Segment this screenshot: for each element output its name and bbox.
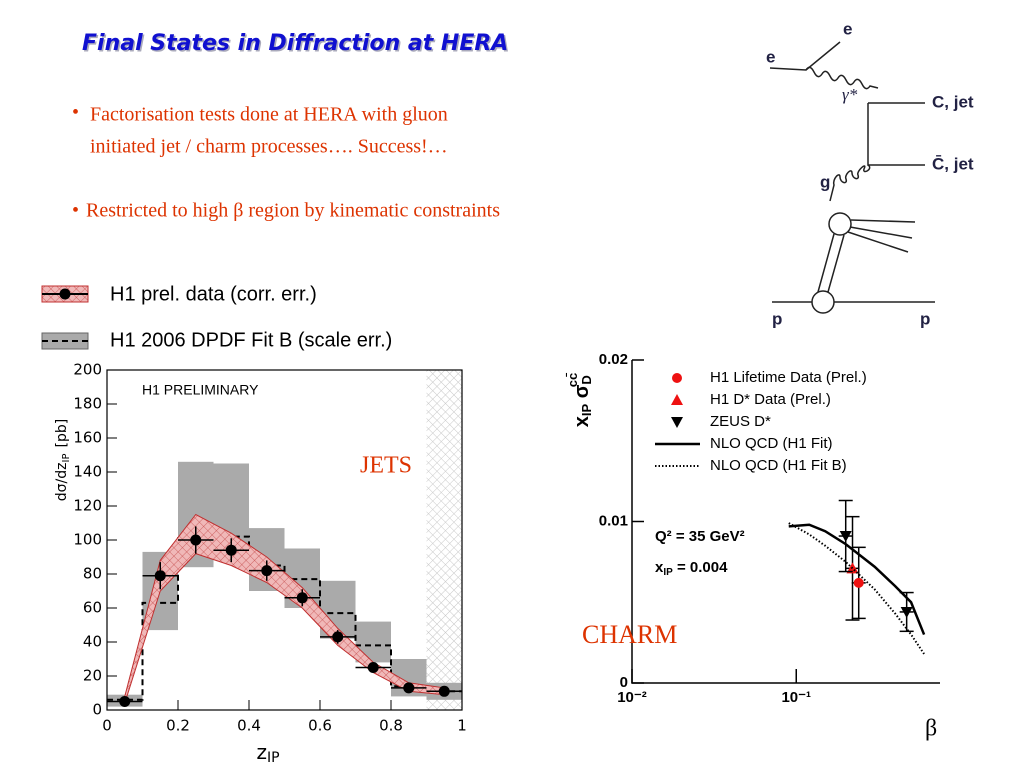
y-label-part: x xyxy=(571,416,593,427)
x-tick-label: 0.4 xyxy=(237,717,261,735)
label: C̄, jet xyxy=(932,154,974,173)
data-point xyxy=(900,606,913,618)
label: e xyxy=(766,47,775,66)
annotation: xIP = 0.004 xyxy=(655,559,728,578)
y-label-part: cc̄ xyxy=(565,373,580,387)
y-tick-label: 100 xyxy=(73,531,102,549)
legend-label: H1 D* Data (Prel.) xyxy=(710,391,831,408)
bullet-dot: • xyxy=(72,200,79,222)
bullet-text: Restricted to high β region by kinematic… xyxy=(86,200,500,222)
bullet-text: initiated jet / charm processes…. Succes… xyxy=(90,136,448,158)
label: e xyxy=(843,19,852,38)
y-tick-label: 0.02 xyxy=(599,351,628,368)
legend-label: H1 prel. data (corr. err.) xyxy=(110,283,317,305)
y-axis-label: xIP σDcc̄ xyxy=(565,373,594,428)
data-point xyxy=(367,662,379,673)
y-tick-label: 0 xyxy=(620,674,628,691)
x-tick-label: 0.2 xyxy=(166,717,190,735)
label: p xyxy=(920,309,930,328)
data-point xyxy=(225,544,237,556)
title-shadow: Final States in Diffraction at HERA xyxy=(84,33,510,58)
legend-marker xyxy=(672,373,682,383)
data-point xyxy=(403,682,415,694)
annotation: JETS xyxy=(360,453,412,479)
proton-blob xyxy=(811,290,835,314)
feynman-diagram: e e γ* C, jet C̄, jet g p p xyxy=(766,19,974,328)
y-label-part: D xyxy=(579,375,594,384)
legend-marker xyxy=(59,288,71,300)
remnant-lines xyxy=(847,219,916,253)
electron-line xyxy=(769,41,841,71)
legend-marker xyxy=(671,417,683,428)
x-tick-label: 0 xyxy=(102,717,112,735)
x-tick-label: 10⁻¹ xyxy=(781,689,811,706)
excluded-region xyxy=(426,370,462,710)
data-point xyxy=(261,565,273,577)
gluon-line xyxy=(829,164,871,202)
y-tick-label: 160 xyxy=(73,429,102,447)
legend-label: NLO QCD (H1 Fit) xyxy=(710,435,833,452)
bullet-text: Factorisation tests done at HERA with gl… xyxy=(90,104,448,126)
label: γ* xyxy=(842,85,858,104)
y-label-main: dσ/dz xyxy=(54,462,70,501)
x-label-sub: IP xyxy=(267,750,280,766)
data-point xyxy=(438,685,450,697)
x-tick-label: 0.6 xyxy=(308,717,332,735)
legend-marker xyxy=(671,394,683,405)
annotation: CHARM xyxy=(582,620,677,649)
pomeron-lines xyxy=(817,233,845,293)
y-tick-label: 120 xyxy=(73,497,102,515)
y-tick-label: 20 xyxy=(83,667,102,685)
y-tick-label: 0.01 xyxy=(599,512,628,529)
y-label-sub: IP xyxy=(61,454,72,463)
annotation-sub: IP xyxy=(663,567,673,578)
y-tick-label: 0 xyxy=(92,701,102,719)
data-point xyxy=(296,592,308,604)
y-tick-label: 80 xyxy=(83,565,102,583)
title: Final States in Diffraction at HERA xyxy=(82,31,508,56)
axes xyxy=(631,360,940,684)
y-label-part: IP xyxy=(579,404,594,417)
legend-label: H1 2006 DPDF Fit B (scale err.) xyxy=(110,329,392,351)
x-tick-label: 0.8 xyxy=(379,717,403,735)
charts: 0 20 40 60 80 100 120 140 160 180 200 0 0.2 0.4 0.6 0.8… xyxy=(41,283,940,767)
y-label-unit: [pb] xyxy=(54,419,70,448)
data-point xyxy=(119,696,131,707)
y-tick-label: 140 xyxy=(73,463,102,481)
label: p xyxy=(772,309,782,328)
photon-line xyxy=(805,66,879,90)
y-axis-label: dσ/dzIP [pb] xyxy=(54,419,72,501)
quark-lines xyxy=(867,102,925,166)
data-point xyxy=(332,631,344,643)
model-line xyxy=(788,522,925,655)
label: C, jet xyxy=(932,92,974,111)
data-point xyxy=(839,531,852,543)
y-tick-label: 200 xyxy=(73,361,102,379)
y-tick-label: 40 xyxy=(83,633,102,651)
legend-label: NLO QCD (H1 Fit B) xyxy=(710,457,847,474)
annotation-main: x xyxy=(655,559,664,576)
y-tick-label: 60 xyxy=(83,599,102,617)
annotation: Q² = 35 GeV² xyxy=(655,528,745,545)
y-tick-label: 180 xyxy=(73,395,102,413)
y-label-part: σ xyxy=(571,384,593,404)
blob xyxy=(828,212,852,236)
x-label-main: z xyxy=(256,740,267,764)
x-tick-label: 10⁻² xyxy=(617,689,647,706)
data-point xyxy=(154,570,166,582)
x-axis-label: zIP xyxy=(256,740,279,767)
x-tick-label: 1 xyxy=(457,717,467,735)
bullet-dot: • xyxy=(72,102,79,124)
legend-label: ZEUS D* xyxy=(710,413,771,430)
legend-label: H1 Lifetime Data (Prel.) xyxy=(710,369,867,386)
label: g xyxy=(820,172,830,191)
data-point xyxy=(190,534,202,546)
model-line xyxy=(788,523,926,636)
chart-label: H1 PRELIMINARY xyxy=(142,382,259,398)
data-point xyxy=(853,577,864,588)
x-axis-label: β xyxy=(925,716,937,742)
annotation-rest: = 0.004 xyxy=(673,559,728,576)
